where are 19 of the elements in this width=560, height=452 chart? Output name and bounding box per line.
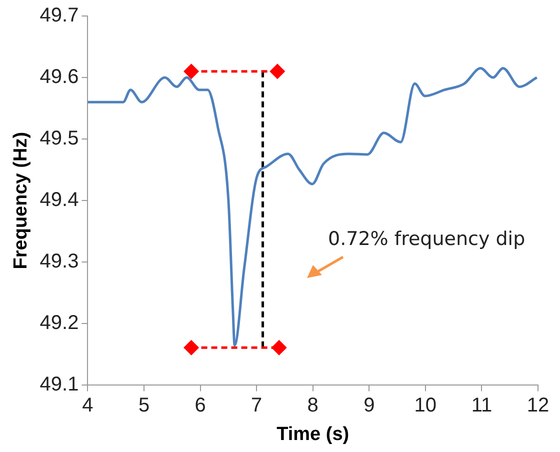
y-tick-label: 49.1	[40, 374, 79, 396]
y-tick-label: 49.5	[40, 128, 79, 150]
y-tick-label: 49.2	[40, 312, 79, 334]
x-tick-label: 10	[414, 394, 437, 417]
y-tick-label: 49.7	[40, 4, 79, 27]
y-axis-title: Frequency (Hz)	[10, 132, 32, 270]
x-tick-label: 6	[194, 394, 206, 417]
x-axis-title: Time (s)	[276, 424, 350, 445]
x-tick-label: 9	[364, 394, 375, 417]
x-tick-label: 7	[251, 394, 262, 417]
x-tick-label: 11	[471, 394, 492, 417]
y-tick-label: 49.4	[40, 189, 79, 212]
x-tick-label: 4	[82, 394, 94, 417]
x-tick-label: 12	[526, 394, 550, 417]
x-tick-label: 5	[138, 394, 150, 417]
x-tick-label: 8	[307, 394, 318, 417]
y-tick-label: 49.3	[40, 250, 79, 273]
y-tick-label: 49.6	[40, 66, 79, 88]
annotation: 0.72% frequency dip	[328, 228, 526, 250]
